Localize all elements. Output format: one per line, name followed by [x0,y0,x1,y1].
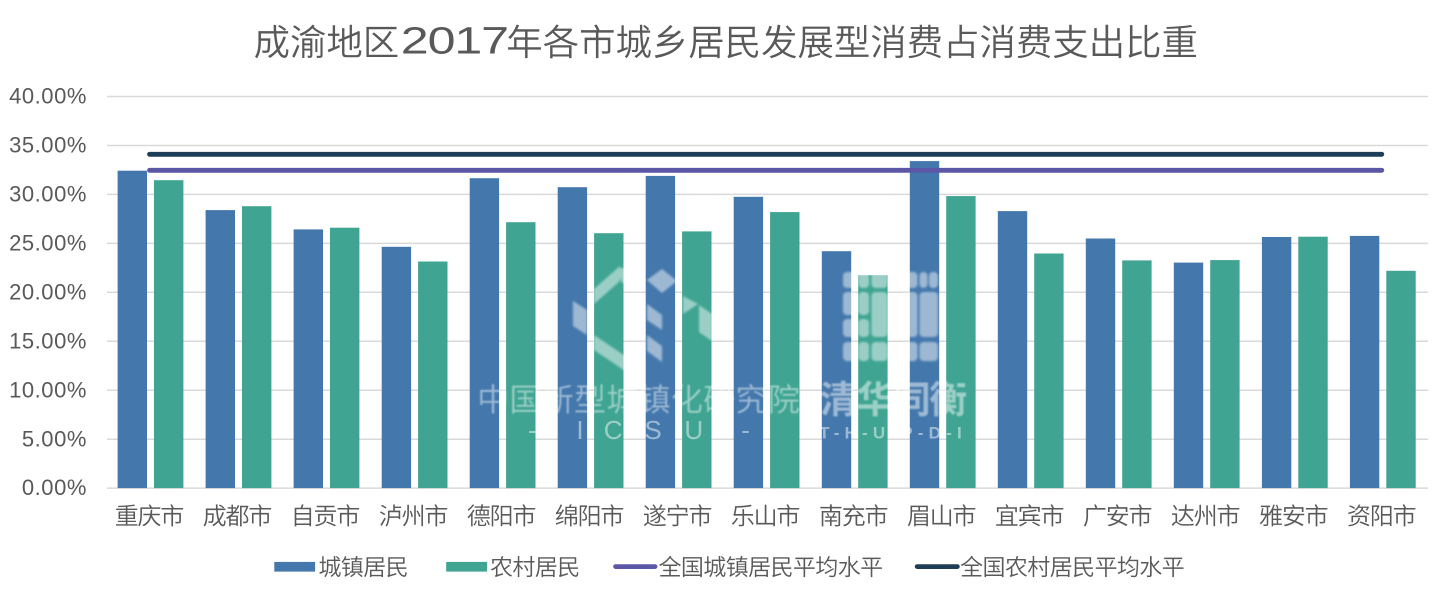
svg-text:5.00%: 5.00% [22,426,87,451]
svg-text:-: - [528,415,537,445]
svg-text:C: C [604,415,623,445]
svg-text:T-H-U-P-D-I: T-H-U-P-D-I [819,424,967,443]
svg-text:U: U [684,415,703,445]
svg-text:20.00%: 20.00% [9,279,87,304]
svg-text:I: I [576,415,583,445]
svg-text:25.00%: 25.00% [9,231,87,256]
svg-text:15.00%: 15.00% [9,328,87,353]
svg-text:2017: 2017 [401,20,508,62]
svg-text:10.00%: 10.00% [9,377,87,402]
svg-text:0.00%: 0.00% [22,475,87,500]
svg-text:S: S [644,415,661,445]
svg-text:30.00%: 30.00% [9,182,87,207]
svg-text:35.00%: 35.00% [9,133,87,158]
svg-text:40.00%: 40.00% [9,84,87,109]
svg-text:-: - [741,415,750,445]
